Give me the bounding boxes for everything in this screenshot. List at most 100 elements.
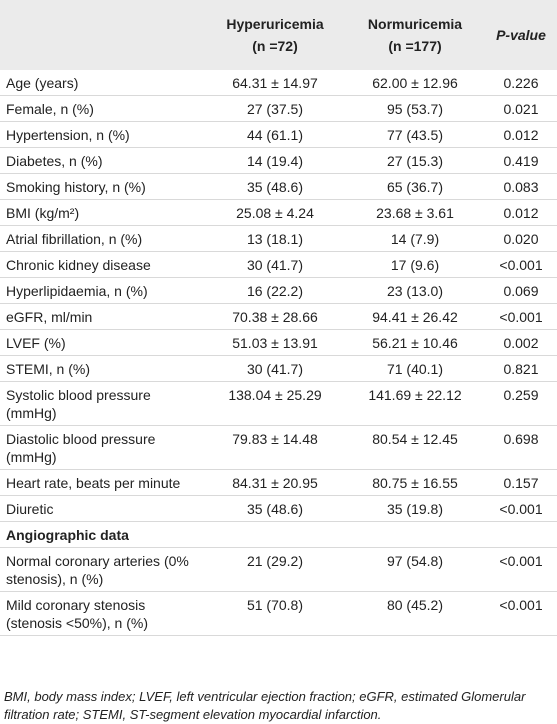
row-label: Diabetes, n (%) (0, 147, 205, 174)
value-cell: 30 (41.7) (205, 251, 345, 278)
row-label: Chronic kidney disease (0, 251, 205, 278)
row-label: LVEF (%) (0, 329, 205, 356)
table-row: Heart rate, beats per minute 84.31 ± 20.9… (0, 469, 557, 496)
header-row: Hyperuricemia (n =72) Normuricemia (n =177)… (0, 0, 557, 70)
value-cell: 141.69 ± 22.12 (345, 381, 485, 426)
value-cell: <0.001 (485, 591, 557, 636)
value-cell: 35 (48.6) (205, 495, 345, 522)
table-row: eGFR, ml/min 70.38 ± 28.66 94.41 ± 26.42 <0… (0, 303, 557, 330)
table-row: LVEF (%) 51.03 ± 13.91 56.21 ± 10.46 0.002 (0, 329, 557, 356)
table-row: Diuretic 35 (48.6) 35 (19.8) <0.001 (0, 495, 557, 522)
value-cell: 94.41 ± 26.42 (345, 303, 485, 330)
value-cell: 51 (70.8) (205, 591, 345, 636)
section-cell: Angiographic data (0, 521, 557, 548)
value-cell: 95 (53.7) (345, 95, 485, 122)
value-cell: 97 (54.8) (345, 547, 485, 592)
value-cell: 21 (29.2) (205, 547, 345, 592)
table-row: Hyperlipidaemia, n (%) 16 (22.2) 23 (13.0)… (0, 277, 557, 304)
value-cell: 44 (61.1) (205, 121, 345, 148)
value-cell: 84.31 ± 20.95 (205, 469, 345, 496)
table-body: Age (years) 64.31 ± 14.97 62.00 ± 12.96 0.2… (0, 70, 557, 636)
value-cell: <0.001 (485, 495, 557, 522)
column-name: Normuricemia (367, 16, 463, 32)
value-cell: 14 (7.9) (345, 225, 485, 252)
value-cell: 16 (22.2) (205, 277, 345, 304)
row-label: BMI (kg/m²) (0, 199, 205, 226)
data-table: Hyperuricemia (n =72) Normuricemia (n =177)… (0, 0, 557, 636)
value-cell: 35 (48.6) (205, 173, 345, 200)
value-cell: 77 (43.5) (345, 121, 485, 148)
value-cell: 27 (15.3) (345, 147, 485, 174)
value-cell: 79.83 ± 14.48 (205, 425, 345, 470)
row-label: Diastolic blood pressure (mmHg) (0, 425, 205, 470)
table-row: Mild coronary stenosis (stenosis <50%), … (0, 591, 557, 636)
row-label: Hyperlipidaemia, n (%) (0, 277, 205, 304)
table-row: Hypertension, n (%) 44 (61.1) 77 (43.5) 0.0… (0, 121, 557, 148)
column-name: Hyperuricemia (226, 16, 324, 32)
value-cell: 0.259 (485, 381, 557, 426)
value-cell: 65 (36.7) (345, 173, 485, 200)
row-label: Systolic blood pressure (mmHg) (0, 381, 205, 426)
table-row: BMI (kg/m²) 25.08 ± 4.24 23.68 ± 3.61 0.012 (0, 199, 557, 226)
value-cell: 17 (9.6) (345, 251, 485, 278)
row-label: Smoking history, n (%) (0, 173, 205, 200)
row-label: Hypertension, n (%) (0, 121, 205, 148)
value-cell: 0.226 (485, 70, 557, 96)
value-cell: 138.04 ± 25.29 (205, 381, 345, 426)
table-row: Normal coronary arteries (0% stenosis), … (0, 547, 557, 592)
value-cell: 0.419 (485, 147, 557, 174)
value-cell: 0.821 (485, 355, 557, 382)
value-cell: 51.03 ± 13.91 (205, 329, 345, 356)
table-header: Hyperuricemia (n =72) Normuricemia (n =177)… (0, 0, 557, 70)
header-cell: Normuricemia (n =177) (345, 0, 485, 70)
value-cell: 23.68 ± 3.61 (345, 199, 485, 226)
value-cell: 0.002 (485, 329, 557, 356)
value-cell: 27 (37.5) (205, 95, 345, 122)
row-label: eGFR, ml/min (0, 303, 205, 330)
value-cell: 0.069 (485, 277, 557, 304)
column-count: (n =177) (388, 38, 442, 54)
value-cell: 0.012 (485, 199, 557, 226)
value-cell: 25.08 ± 4.24 (205, 199, 345, 226)
table-row: Angiographic data (0, 521, 557, 548)
row-label: Age (years) (0, 70, 205, 96)
value-cell: 14 (19.4) (205, 147, 345, 174)
value-cell: 56.21 ± 10.46 (345, 329, 485, 356)
row-label: Atrial fibrillation, n (%) (0, 225, 205, 252)
header-cell: P-value (485, 0, 557, 70)
value-cell: 62.00 ± 12.96 (345, 70, 485, 96)
value-cell: 35 (19.8) (345, 495, 485, 522)
value-cell: 70.38 ± 28.66 (205, 303, 345, 330)
row-label: Diuretic (0, 495, 205, 522)
value-cell: 80.54 ± 12.45 (345, 425, 485, 470)
header-cell (0, 0, 205, 70)
table-row: STEMI, n (%) 30 (41.7) 71 (40.1) 0.821 (0, 355, 557, 382)
value-cell: 23 (13.0) (345, 277, 485, 304)
value-cell: 0.157 (485, 469, 557, 496)
table-row: Smoking history, n (%) 35 (48.6) 65 (36.7)… (0, 173, 557, 200)
row-label: Heart rate, beats per minute (0, 469, 205, 496)
row-label: Female, n (%) (0, 95, 205, 122)
table-row: Female, n (%) 27 (37.5) 95 (53.7) 0.021 (0, 95, 557, 122)
table-row: Atrial fibrillation, n (%) 13 (18.1) 14 (7… (0, 225, 557, 252)
value-cell: 0.021 (485, 95, 557, 122)
row-label: STEMI, n (%) (0, 355, 205, 382)
row-label: Mild coronary stenosis (stenosis <50%), … (0, 591, 205, 636)
header-cell: Hyperuricemia (n =72) (205, 0, 345, 70)
value-cell: 0.698 (485, 425, 557, 470)
value-cell: 64.31 ± 14.97 (205, 70, 345, 96)
table-row: Diabetes, n (%) 14 (19.4) 27 (15.3) 0.419 (0, 147, 557, 174)
value-cell: <0.001 (485, 251, 557, 278)
value-cell: <0.001 (485, 547, 557, 592)
table-row: Systolic blood pressure (mmHg) 138.04 ± 2… (0, 381, 557, 426)
value-cell: 30 (41.7) (205, 355, 345, 382)
column-name: P-value (496, 27, 546, 43)
table-row: Diastolic blood pressure (mmHg) 79.83 ± 1… (0, 425, 557, 470)
value-cell: 71 (40.1) (345, 355, 485, 382)
value-cell: 80.75 ± 16.55 (345, 469, 485, 496)
value-cell: 0.083 (485, 173, 557, 200)
value-cell: 13 (18.1) (205, 225, 345, 252)
value-cell: 80 (45.2) (345, 591, 485, 636)
row-label: Normal coronary arteries (0% stenosis), … (0, 547, 205, 592)
